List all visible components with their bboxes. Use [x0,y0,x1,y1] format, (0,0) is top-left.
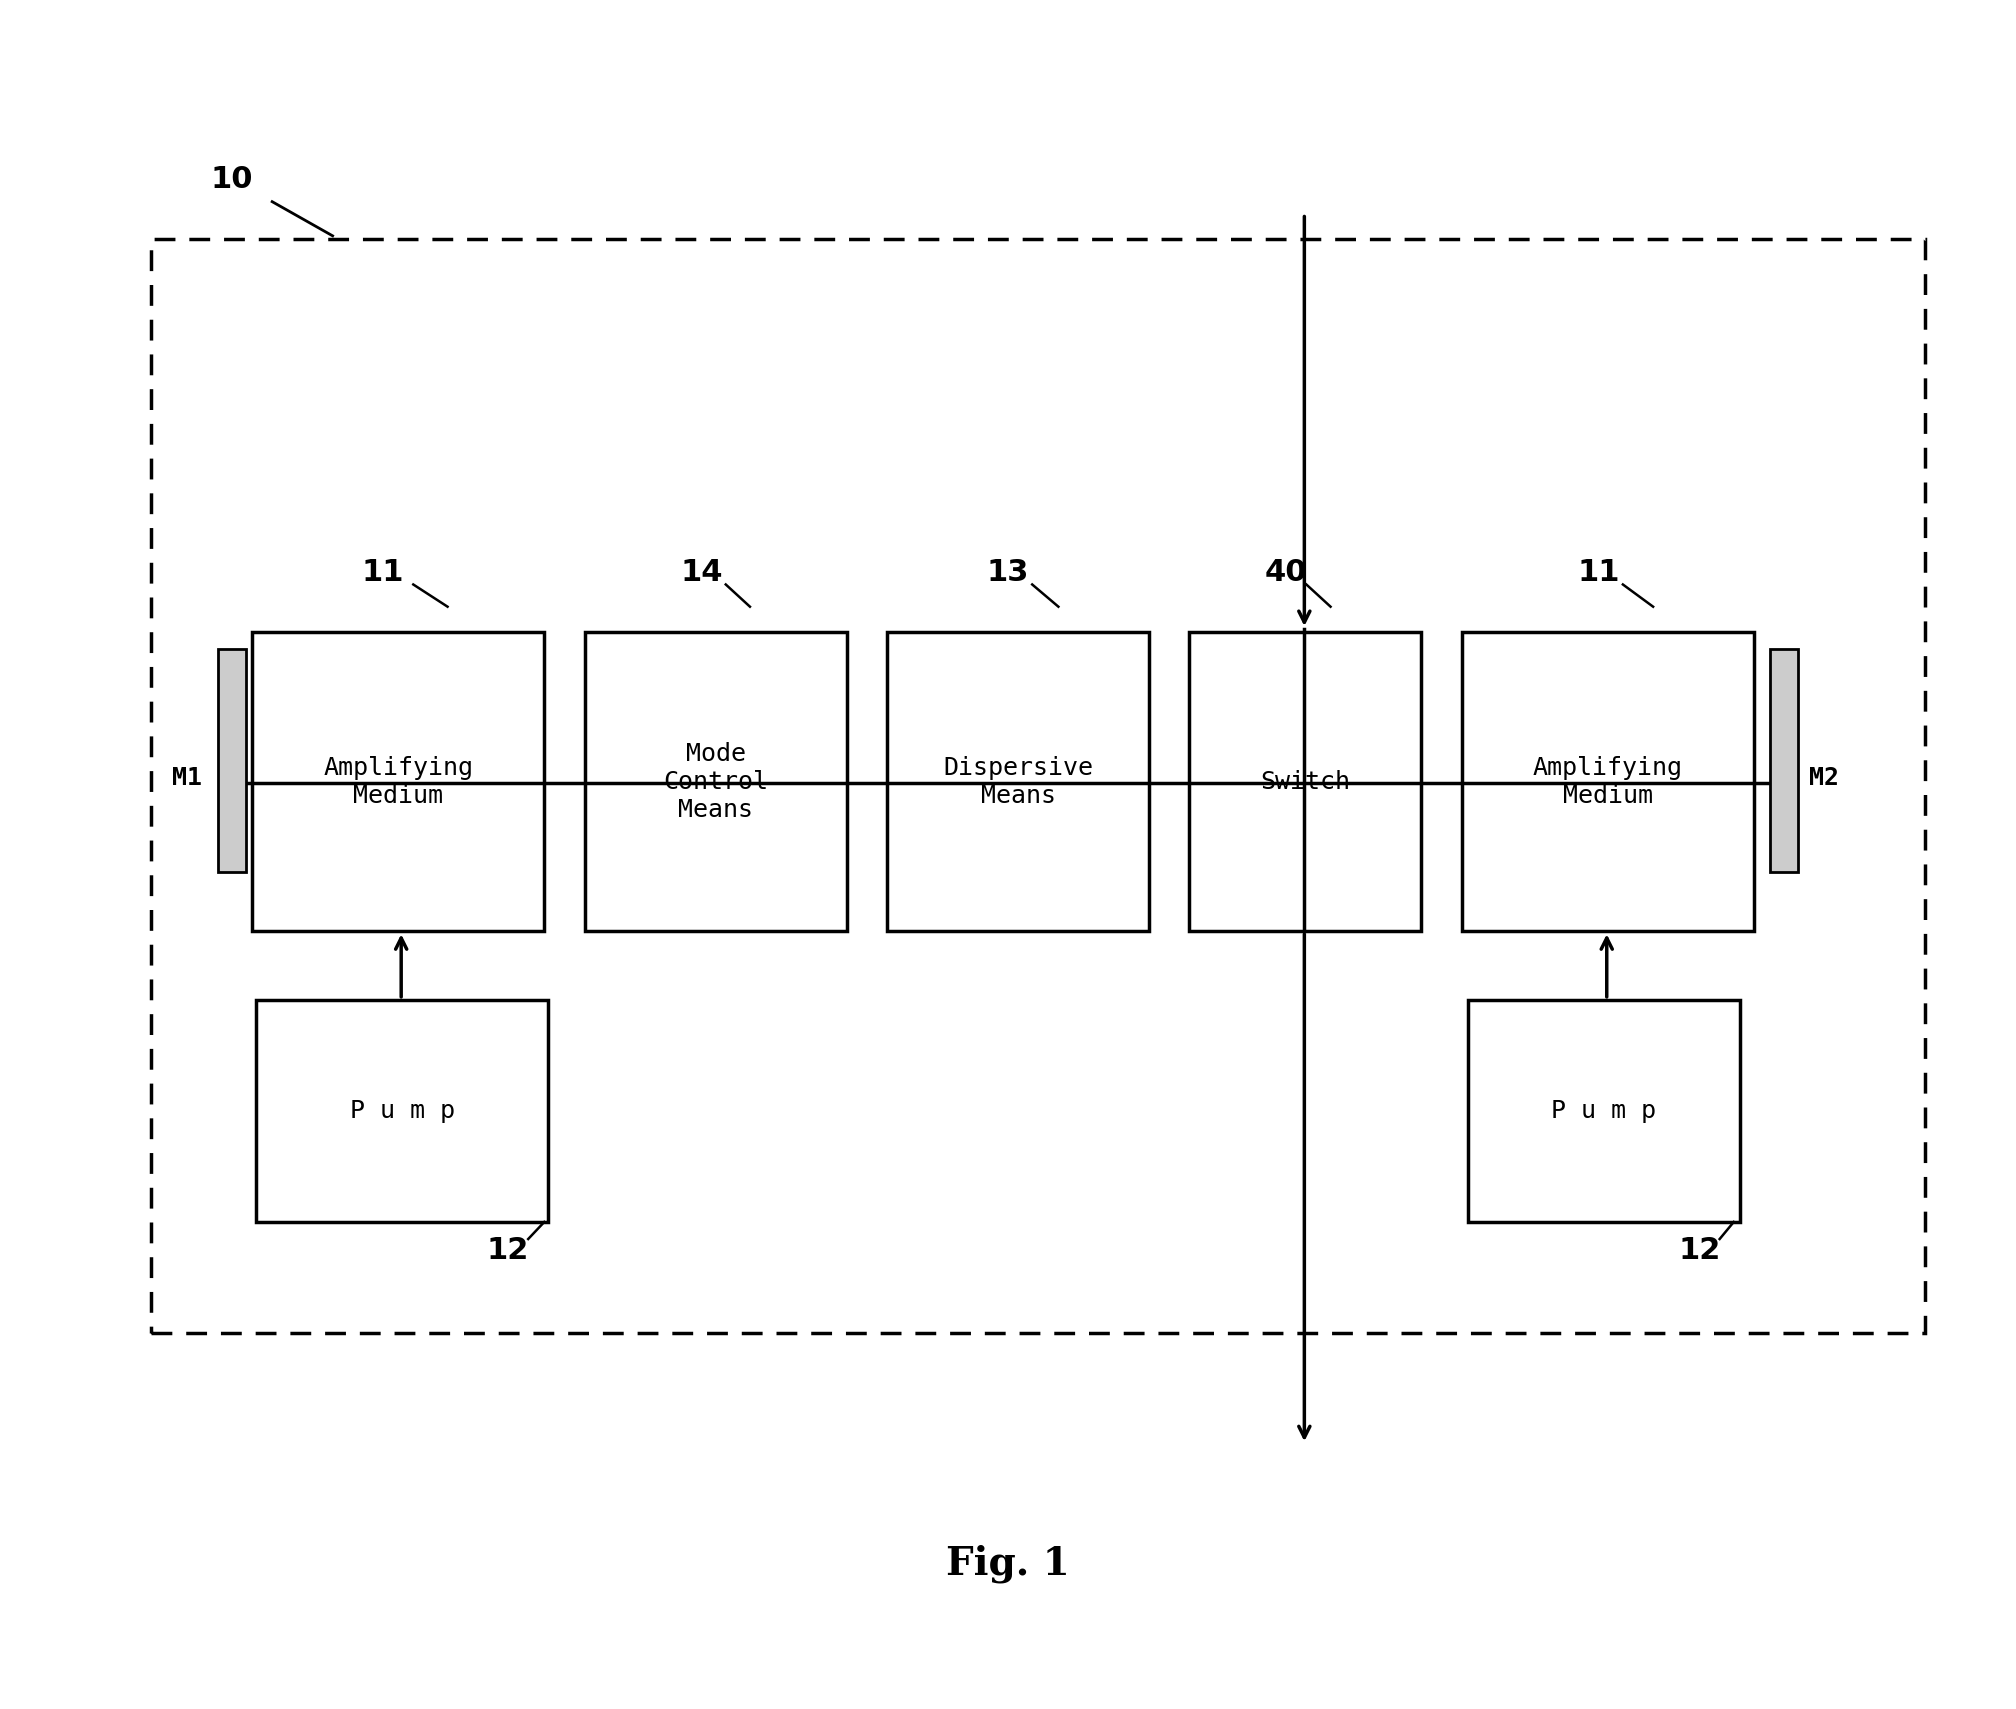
Text: Amplifying
Medium: Amplifying Medium [1532,755,1683,808]
Bar [256,1000,548,1222]
Bar [1468,1000,1740,1222]
Bar [1770,649,1798,872]
Text: 12: 12 [486,1237,530,1265]
Text: Mode
Control
Means: Mode Control Means [663,742,768,822]
Text: M2: M2 [1810,766,1839,790]
Bar [252,632,544,931]
Text: Dispersive
Means: Dispersive Means [943,755,1093,808]
Text: M1: M1 [173,766,202,790]
Text: 13: 13 [986,559,1030,586]
Bar [218,649,246,872]
Text: P u m p: P u m p [1550,1099,1657,1123]
Text: Switch: Switch [1260,769,1351,795]
Bar [151,239,1925,1333]
Text: 11: 11 [361,559,405,586]
Bar [887,632,1149,931]
Text: 14: 14 [679,559,724,586]
Text: 12: 12 [1677,1237,1722,1265]
Bar [1462,632,1754,931]
Text: Fig. 1: Fig. 1 [946,1545,1070,1583]
Text: P u m p: P u m p [349,1099,456,1123]
Text: 40: 40 [1264,559,1308,586]
Text: 10: 10 [210,166,254,193]
Bar [1189,632,1421,931]
Text: 11: 11 [1577,559,1621,586]
Bar [585,632,847,931]
Text: Amplifying
Medium: Amplifying Medium [323,755,474,808]
